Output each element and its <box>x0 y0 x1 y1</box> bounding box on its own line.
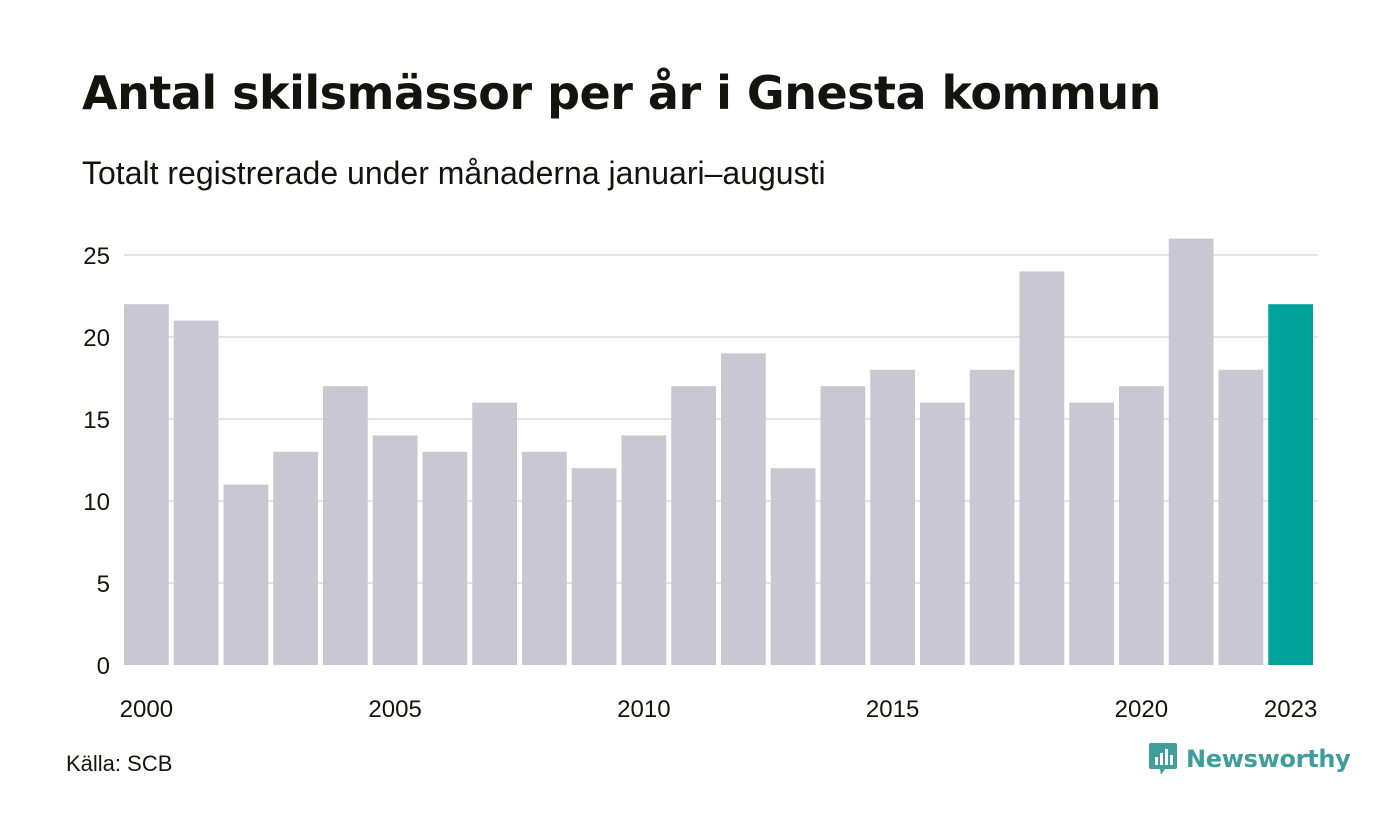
chart-title: Antal skilsmässor per år i Gnesta kommun <box>82 66 1161 120</box>
bar-2012 <box>721 353 766 665</box>
x-tick-label: 2023 <box>1264 696 1317 723</box>
bars <box>124 238 1313 665</box>
bar-2023 <box>1268 304 1313 665</box>
bar-2018 <box>1019 271 1065 665</box>
y-tick-label: 15 <box>83 407 110 434</box>
y-tick-label: 25 <box>83 243 110 270</box>
y-tick-label: 0 <box>97 653 110 680</box>
chart-subtitle: Totalt registrerade under månaderna janu… <box>82 155 826 191</box>
bar-2011 <box>671 386 716 665</box>
bar-2005 <box>372 435 418 665</box>
y-tick-label: 5 <box>97 571 110 598</box>
bar-2020 <box>1119 386 1164 665</box>
brand-logo[interactable]: Newsworthy <box>1148 742 1351 776</box>
bar-2000 <box>124 304 169 665</box>
x-tick-label: 2000 <box>120 696 173 723</box>
source-note: Källa: SCB <box>66 751 173 776</box>
bar-2016 <box>920 402 965 665</box>
bar-2004 <box>323 386 368 665</box>
bar-2010 <box>621 435 667 665</box>
bar-2017 <box>969 369 1015 665</box>
bar-2022 <box>1218 369 1264 665</box>
y-tick-label: 20 <box>83 325 110 352</box>
brand-name: Newsworthy <box>1186 745 1351 773</box>
x-tick-label: 2020 <box>1115 696 1168 723</box>
bar-2002 <box>223 484 269 665</box>
y-tick-label: 10 <box>83 489 110 516</box>
bar-2014 <box>820 386 866 665</box>
bar-2013 <box>770 468 816 665</box>
x-tick-label: 2010 <box>617 696 670 723</box>
bar-2021 <box>1168 238 1214 665</box>
bar-2009 <box>571 468 617 665</box>
bar-2007 <box>472 402 517 665</box>
bar-2015 <box>870 369 915 665</box>
y-axis-ticks: 0 5 10 15 20 25 <box>83 243 110 680</box>
bar-2001 <box>173 320 219 665</box>
bar-2019 <box>1069 402 1114 665</box>
x-tick-label: 2015 <box>866 696 919 723</box>
bar-2006 <box>422 451 468 665</box>
bar-2003 <box>273 451 318 665</box>
x-axis-ticks: 2000 2005 2010 2015 2020 2023 <box>120 696 1318 723</box>
bar-chart-logo-icon <box>1149 743 1177 775</box>
x-tick-label: 2005 <box>368 696 421 723</box>
bar-2008 <box>522 451 567 665</box>
